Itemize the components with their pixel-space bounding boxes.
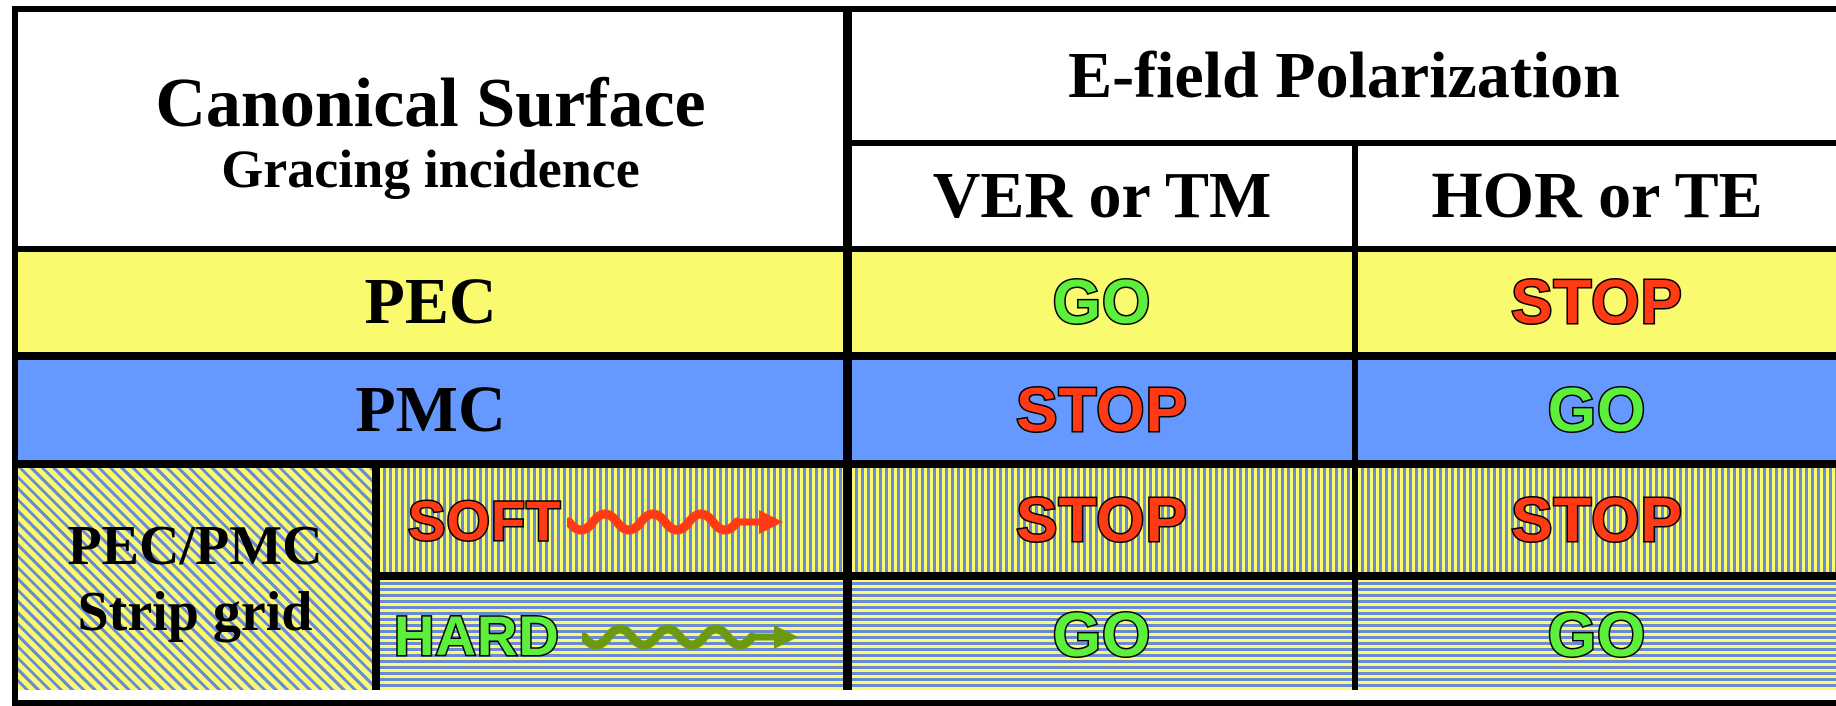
strip-grid-label-line1: PEC/PMC bbox=[67, 515, 323, 577]
hard-ver-cell: GO bbox=[852, 580, 1352, 690]
soft-ver-stop: STOP bbox=[1015, 484, 1189, 556]
header-right-title: E-field Polarization bbox=[1068, 39, 1620, 112]
hard-wave-arrow-icon bbox=[581, 624, 798, 650]
pec-ver-cell: GO bbox=[852, 252, 1352, 352]
hard-hor-cell: GO bbox=[1358, 580, 1836, 690]
header-col-hor-cell: HOR or TE bbox=[1358, 146, 1836, 246]
soft-hor-stop: STOP bbox=[1510, 484, 1684, 556]
divider-sub-vertical bbox=[1352, 140, 1358, 690]
strip-grid-label-line2: Strip grid bbox=[77, 581, 313, 643]
header-col-hor: HOR or TE bbox=[1431, 159, 1763, 232]
header-left-cell: Canonical Surface Gracing incidence bbox=[18, 12, 843, 246]
soft-hor-cell: STOP bbox=[1358, 468, 1836, 572]
header-col-ver: VER or TM bbox=[932, 159, 1272, 232]
pmc-hor-go: GO bbox=[1546, 374, 1647, 446]
strip-grid-label-cell: PEC/PMC Strip grid bbox=[18, 468, 372, 690]
header-right-title-cell: E-field Polarization bbox=[852, 12, 1836, 140]
divider-pec-bottom bbox=[12, 352, 1836, 360]
soft-label-cell: SOFT bbox=[380, 468, 843, 572]
pmc-ver-cell: STOP bbox=[852, 360, 1352, 460]
pec-label: PEC bbox=[364, 265, 497, 338]
pmc-ver-stop: STOP bbox=[1015, 374, 1189, 446]
pec-ver-go: GO bbox=[1051, 266, 1152, 338]
divider-strip-label bbox=[372, 468, 380, 690]
divider-header-right bbox=[852, 140, 1836, 146]
header-left-subtitle: Gracing incidence bbox=[221, 139, 640, 199]
header-col-ver-cell: VER or TM bbox=[852, 146, 1352, 246]
pec-label-cell: PEC bbox=[18, 252, 843, 352]
pec-hor-cell: STOP bbox=[1358, 252, 1836, 352]
divider-header-bottom bbox=[12, 246, 1836, 252]
hard-label: HARD bbox=[393, 602, 561, 668]
pmc-label: PMC bbox=[355, 373, 506, 446]
hard-hor-go: GO bbox=[1546, 599, 1647, 671]
soft-label: SOFT bbox=[406, 487, 562, 553]
pmc-label-cell: PMC bbox=[18, 360, 843, 460]
pmc-hor-cell: GO bbox=[1358, 360, 1836, 460]
pec-hor-stop: STOP bbox=[1510, 266, 1684, 338]
divider-pmc-bottom bbox=[12, 460, 1836, 468]
soft-ver-cell: STOP bbox=[852, 468, 1352, 572]
divider-soft-bottom bbox=[380, 572, 1836, 580]
soft-wave-arrow-icon bbox=[567, 509, 784, 535]
hard-ver-go: GO bbox=[1051, 599, 1152, 671]
divider-main-vertical bbox=[843, 6, 852, 690]
header-left-title: Canonical Surface bbox=[155, 65, 706, 142]
hard-label-cell: HARD bbox=[380, 580, 843, 690]
